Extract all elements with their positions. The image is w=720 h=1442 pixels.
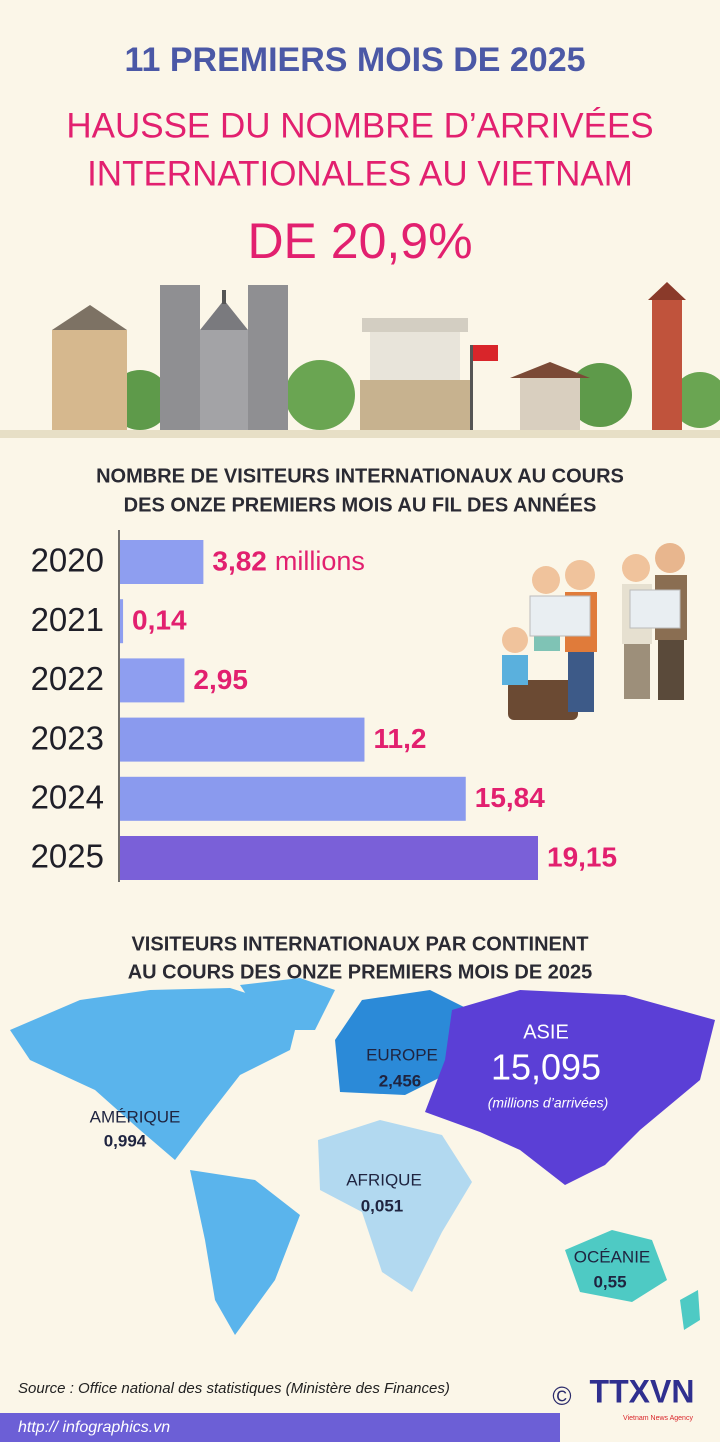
region-name: ASIE [523,1021,569,1043]
region-value: 0,051 [361,1196,404,1215]
region-value: 15,095 [491,1047,601,1088]
map-title: VISITEURS INTERNATIONAUX PAR CONTINENT [131,933,588,955]
chart-title: NOMBRE DE VISITEURS INTERNATIONAUX AU CO… [96,465,624,487]
footer-url[interactable]: http:// infographics.vn [18,1419,170,1436]
source: Source : Office national des statistique… [18,1380,450,1397]
region-name: EUROPE [366,1045,438,1064]
y-tick-label: 2023 [31,719,104,756]
value-label: 3,82 [212,545,266,576]
region-value: 0,994 [104,1131,147,1150]
bar [120,540,204,584]
region-note: (millions d’arrivées) [488,1095,609,1111]
y-tick-label: 2022 [31,660,104,697]
value-label: 2,95 [193,664,248,695]
y-tick-label: 2025 [31,838,104,875]
y-tick-label: 2021 [31,601,104,638]
value-label: 11,2 [373,723,426,754]
y-tick-label: 2020 [31,542,104,579]
region-name: AFRIQUE [346,1170,422,1189]
bar [120,836,538,880]
region-name: OCÉANIE [574,1247,651,1266]
header-line: INTERNATIONALES AU VIETNAM [87,154,633,193]
value-label: 0,14 [132,605,187,636]
bar-chart: 2020 3,82 millions 2021 0,14 2022 2,95 2023 11,2… [31,540,617,880]
bar [120,717,365,762]
skyline-illustration [0,282,720,438]
logo: TTXVN [590,1373,695,1409]
y-tick-label: 2024 [31,779,104,816]
region-value: 0,55 [593,1272,626,1291]
region-name: AMÉRIQUE [90,1107,181,1126]
footer-bar [0,1413,560,1442]
unit-label: millions [275,546,365,576]
header-highlight: DE 20,9% [247,213,472,269]
bar [120,658,185,703]
agency: Vietnam News Agency [623,1415,693,1422]
copyright: © [552,1381,571,1411]
bar [120,776,466,821]
bar [120,599,124,644]
value-label: 15,84 [475,782,545,813]
header-line: HAUSSE DU NOMBRE D’ARRIVÉES [66,106,653,145]
header-line: 11 PREMIERS MOIS DE 2025 [124,41,585,79]
world-map [10,978,715,1335]
tourists-illustration [502,543,687,720]
region-value: 2,456 [379,1071,422,1090]
map-title: AU COURS DES ONZE PREMIERS MOIS DE 2025 [128,961,593,983]
value-label: 19,15 [547,841,617,872]
chart-title: DES ONZE PREMIERS MOIS AU FIL DES ANNÉES [124,493,597,516]
